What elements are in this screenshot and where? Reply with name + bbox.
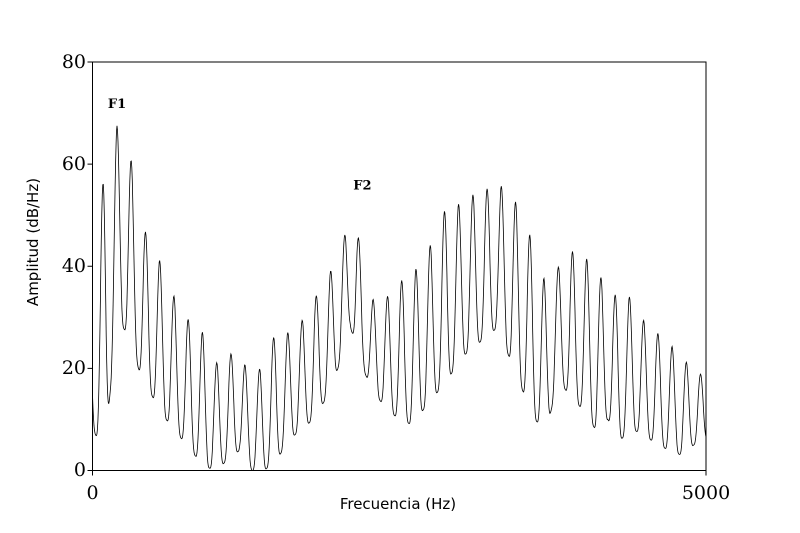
y-tick-label-60: 60 bbox=[62, 153, 86, 175]
y-tick-label-40: 40 bbox=[62, 255, 86, 277]
formant-label-f1: F1 bbox=[108, 97, 126, 112]
y-tick-label-20: 20 bbox=[62, 357, 86, 379]
x-tick-label-5000: 5000 bbox=[682, 482, 730, 504]
axis-ticks bbox=[87, 61, 707, 476]
spectrum-line bbox=[92, 125, 707, 471]
x-axis-title: Frecuencia (Hz) bbox=[340, 495, 456, 513]
x-tick-label-0: 0 bbox=[86, 482, 98, 504]
formant-label-f2: F2 bbox=[353, 179, 371, 194]
y-axis-title: Amplitud (dB/Hz) bbox=[24, 178, 42, 306]
y-tick-label-0: 0 bbox=[74, 459, 86, 481]
y-tick-label-80: 80 bbox=[62, 51, 86, 73]
